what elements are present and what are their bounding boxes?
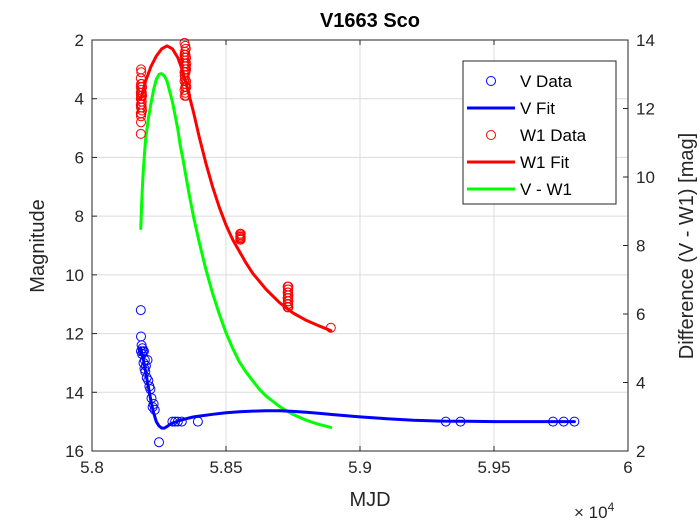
v-fit-line (139, 346, 576, 430)
y-right-tick-label: 12 (636, 100, 655, 119)
y-left-tick-label: 4 (75, 90, 84, 109)
x-tick-label: 5.95 (477, 458, 510, 477)
x-axis-multiplier: × 104 (574, 500, 615, 522)
legend-swatch (486, 76, 496, 86)
v-data-point (148, 399, 159, 409)
w1-data-point (235, 234, 246, 245)
w1-data-point (136, 102, 147, 113)
v-data-point (149, 404, 160, 415)
v-data-point (170, 416, 181, 427)
v-data-point (139, 355, 150, 365)
y-left-tick-label: 10 (65, 266, 84, 285)
chart-title: V1663 Sco (320, 10, 420, 32)
series-layer (135, 37, 580, 448)
x-tick-label: 5.9 (348, 458, 372, 477)
w1-data-point (136, 64, 146, 75)
v-data-point (440, 416, 451, 427)
series-w1-data (135, 37, 336, 333)
v-data-point (172, 416, 183, 427)
legend-item-v-fit: V Fit (467, 99, 555, 118)
series-v-fit (139, 346, 576, 430)
w1-data-point (137, 90, 148, 101)
y-right-tick-label: 14 (636, 31, 655, 50)
w1-data-point (181, 82, 192, 92)
legend-label: V - W1 (520, 180, 572, 199)
v-data-point (176, 416, 187, 427)
y-right-tick-label: 10 (636, 168, 655, 187)
legend-label: W1 Fit (520, 153, 569, 172)
w1-data-point (283, 290, 294, 301)
v-data-point (569, 416, 580, 427)
v-data-point (141, 372, 152, 383)
legend-label: W1 Data (520, 126, 587, 145)
x-tick-label: 5.8 (80, 458, 104, 477)
w1-data-point (181, 58, 192, 69)
v-data-point (140, 360, 151, 371)
w1-data-point (181, 64, 192, 75)
v-data-point (142, 355, 153, 365)
w1-fit-line (139, 44, 333, 333)
legend-label: V Fit (520, 99, 555, 118)
legend-item-w1-data: W1 Data (486, 126, 587, 145)
x-tick-label: 6 (623, 458, 632, 477)
v-data-point (558, 416, 569, 427)
w1-data-point (137, 105, 148, 116)
y-left-tick-label: 8 (75, 207, 84, 226)
legend: V Data V Fit W1 Data W1 Fit V - W1 (462, 60, 617, 205)
series-w1-fit (139, 44, 333, 333)
legend-item-v-w1: V - W1 (467, 180, 572, 199)
y-right-tick-label: 6 (636, 305, 645, 324)
w1-data-point (235, 228, 246, 239)
legend-item-w1-fit: W1 Fit (467, 153, 569, 172)
y-left-tick-label: 16 (65, 442, 84, 461)
v-data-point (140, 366, 151, 377)
w1-data-point (136, 67, 147, 78)
x-axis-multiplier-exponent: 4 (608, 500, 615, 514)
w1-data-point (283, 296, 294, 307)
y-right-tick-label: 4 (636, 374, 645, 393)
y-left-tick-label: 2 (75, 31, 84, 50)
y-right-tick-label: 2 (636, 442, 645, 461)
v-data-point (135, 305, 146, 316)
y-right-axis-label: Difference (V - W1) [mag] (676, 133, 698, 359)
legend-swatch (486, 130, 496, 140)
w1-data-point (325, 322, 336, 333)
w1-data-point (283, 302, 294, 313)
x-axis-multiplier-base: × 10 (574, 503, 608, 522)
w1-data-point (135, 128, 146, 139)
v-data-point (192, 416, 203, 427)
legend-item-v-data: V Data (486, 72, 573, 91)
x-axis-label: MJD (349, 489, 390, 511)
v-data-point (154, 437, 164, 448)
v-data-point (548, 416, 558, 427)
y-left-tick-label: 12 (65, 325, 84, 344)
y-left-tick-label: 6 (75, 148, 84, 167)
x-tick-label: 5.85 (209, 458, 242, 477)
v-data-point (455, 416, 466, 427)
series-v-data (135, 305, 580, 448)
y-left-tick-label: 14 (65, 383, 84, 402)
legend-label: V Data (520, 72, 573, 91)
y-right-tick-label: 8 (636, 237, 645, 256)
y-left-axis-label: Magnitude (27, 199, 49, 292)
w1-data-point (181, 76, 192, 87)
w1-data-point (181, 52, 192, 63)
